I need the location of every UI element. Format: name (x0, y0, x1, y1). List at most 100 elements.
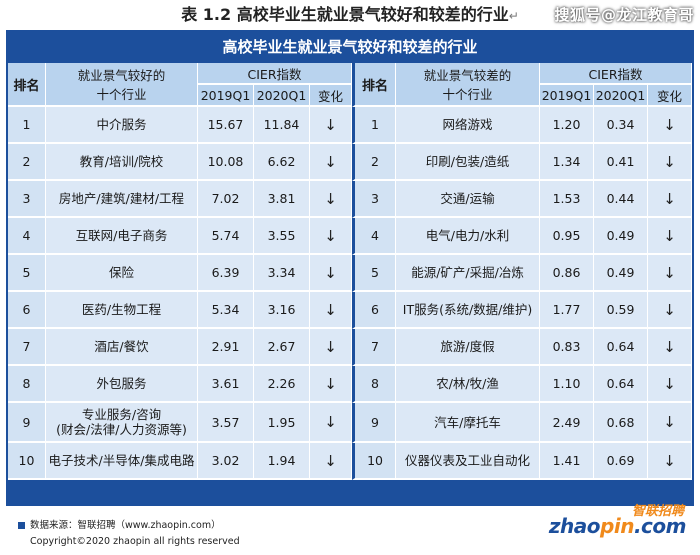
down-arrow-icon: ↓ (648, 218, 693, 255)
data-source-text: 数据来源：智联招聘（www.zhaopin.com） (30, 520, 221, 531)
good-2019: 3.57 (198, 403, 254, 443)
header-2019-bad: 2019Q1 (540, 85, 595, 107)
bad-industry: 印刷/包装/造纸 (396, 144, 541, 181)
logo-en-part3: .com (633, 514, 687, 538)
logo-en-text: zhaopin.com (549, 514, 687, 538)
bad-industry: 交通/运输 (396, 181, 541, 218)
bad-2020: 0.49 (594, 255, 649, 292)
bad-2019: 1.41 (540, 443, 595, 480)
bad-rank: 2 (352, 144, 397, 181)
good-industry: 教育/培训/院校 (46, 144, 198, 181)
bad-2020: 0.44 (594, 181, 649, 218)
good-rank: 9 (8, 403, 46, 443)
copyright: Copyright©2020 zhaopin all rights reserv… (30, 536, 240, 547)
header-bad-line1: 就业景气较差的 (423, 68, 512, 83)
table-caption: 表 1.2 高校毕业生就业景气较好和较差的行业↵ (0, 0, 700, 30)
down-arrow-icon: ↓ (310, 255, 353, 292)
good-2020: 1.94 (254, 443, 310, 480)
bad-rank: 7 (352, 329, 397, 366)
bad-industry: 汽车/摩托车 (396, 403, 541, 443)
bad-industry: 仪器仪表及工业自动化 (396, 443, 541, 480)
good-2019: 5.34 (198, 292, 254, 329)
logo-en-part2: pin (600, 514, 634, 538)
bad-2020: 0.59 (594, 292, 649, 329)
header-bad-line2: 十个行业 (442, 87, 493, 102)
header-2020-good: 2020Q1 (254, 85, 310, 107)
bad-industry: 网络游戏 (396, 107, 541, 144)
header-good-industry: 就业景气较好的 十个行业 (46, 63, 198, 107)
header-2019-good: 2019Q1 (198, 85, 254, 107)
table-row: 4 互联网/电子商务 5.74 3.55 ↓ 4 电气/电力/水利 0.95 0… (8, 218, 693, 255)
down-arrow-icon: ↓ (648, 329, 693, 366)
good-2020: 3.16 (254, 292, 310, 329)
header-good-line2: 十个行业 (96, 87, 147, 102)
bad-industry: 旅游/度假 (396, 329, 541, 366)
down-arrow-icon: ↓ (648, 403, 693, 443)
data-source: 数据来源：智联招聘（www.zhaopin.com） (18, 517, 221, 531)
good-industry: 房地产/建筑/建材/工程 (46, 181, 198, 218)
bad-2020: 0.41 (594, 144, 649, 181)
return-mark-icon: ↵ (508, 9, 519, 23)
good-rank: 5 (8, 255, 46, 292)
good-industry: 酒店/餐饮 (46, 329, 198, 366)
good-2019: 10.08 (198, 144, 254, 181)
down-arrow-icon: ↓ (310, 181, 353, 218)
good-rank: 7 (8, 329, 46, 366)
bad-rank: 1 (352, 107, 397, 144)
good-2020: 3.55 (254, 218, 310, 255)
bullet-square-icon (18, 522, 25, 529)
good-industry-line2: (财会/法律/人力资源等) (56, 422, 187, 437)
good-rank: 6 (8, 292, 46, 329)
logo-cn-text: 智联招聘 (631, 504, 684, 519)
good-rank: 1 (8, 107, 46, 144)
bad-2020: 0.49 (594, 218, 649, 255)
header-cier-bad: CIER指数 (540, 63, 693, 85)
good-rank: 8 (8, 366, 46, 403)
good-industry: 中介服务 (46, 107, 198, 144)
bad-2020: 0.34 (594, 107, 649, 144)
down-arrow-icon: ↓ (648, 292, 693, 329)
good-industry: 专业服务/咨询 (财会/法律/人力资源等) (46, 403, 198, 443)
good-rank: 3 (8, 181, 46, 218)
good-rank: 10 (8, 443, 46, 480)
bad-2019: 0.95 (540, 218, 595, 255)
good-2020: 1.95 (254, 403, 310, 443)
bad-2019: 1.20 (540, 107, 595, 144)
down-arrow-icon: ↓ (310, 366, 353, 403)
good-2019: 7.02 (198, 181, 254, 218)
bad-rank: 10 (352, 443, 397, 480)
header-bad-industry: 就业景气较差的 十个行业 (396, 63, 541, 107)
good-2020: 3.34 (254, 255, 310, 292)
good-industry: 电子技术/半导体/集成电路 (46, 443, 198, 480)
down-arrow-icon: ↓ (310, 443, 353, 480)
bad-rank: 3 (352, 181, 397, 218)
header-good-line1: 就业景气较好的 (77, 68, 166, 83)
bad-industry: 农/林/牧/渔 (396, 366, 541, 403)
good-2020: 11.84 (254, 107, 310, 144)
bad-2019: 2.49 (540, 403, 595, 443)
table-banner: 高校毕业生就业景气较好和较差的行业 (8, 32, 692, 63)
bad-2020: 0.68 (594, 403, 649, 443)
bad-2019: 0.86 (540, 255, 595, 292)
watermark: 搜狐号@龙江教育哥 (554, 6, 694, 24)
good-2019: 3.02 (198, 443, 254, 480)
header-rank-bad: 排名 (352, 63, 397, 107)
down-arrow-icon: ↓ (310, 329, 353, 366)
bad-rank: 8 (352, 366, 397, 403)
down-arrow-icon: ↓ (310, 403, 353, 443)
bad-2019: 0.83 (540, 329, 595, 366)
down-arrow-icon: ↓ (648, 181, 693, 218)
table-row: 7 酒店/餐饮 2.91 2.67 ↓ 7 旅游/度假 0.83 0.64 ↓ (8, 329, 693, 366)
good-rank: 2 (8, 144, 46, 181)
down-arrow-icon: ↓ (648, 255, 693, 292)
down-arrow-icon: ↓ (648, 366, 693, 403)
good-2019: 15.67 (198, 107, 254, 144)
bad-rank: 6 (352, 292, 397, 329)
good-rank: 4 (8, 218, 46, 255)
industry-table: 排名 就业景气较好的 十个行业 CIER指数 排名 就业景气较差的 十个行业 C… (8, 63, 693, 480)
good-industry-line1: 专业服务/咨询 (81, 407, 162, 422)
table-row: 2 教育/培训/院校 10.08 6.62 ↓ 2 印刷/包装/造纸 1.34 … (8, 144, 693, 181)
down-arrow-icon: ↓ (648, 443, 693, 480)
table-row: 1 中介服务 15.67 11.84 ↓ 1 网络游戏 1.20 0.34 ↓ (8, 107, 693, 144)
table-row: 10 电子技术/半导体/集成电路 3.02 1.94 ↓ 10 仪器仪表及工业自… (8, 443, 693, 480)
